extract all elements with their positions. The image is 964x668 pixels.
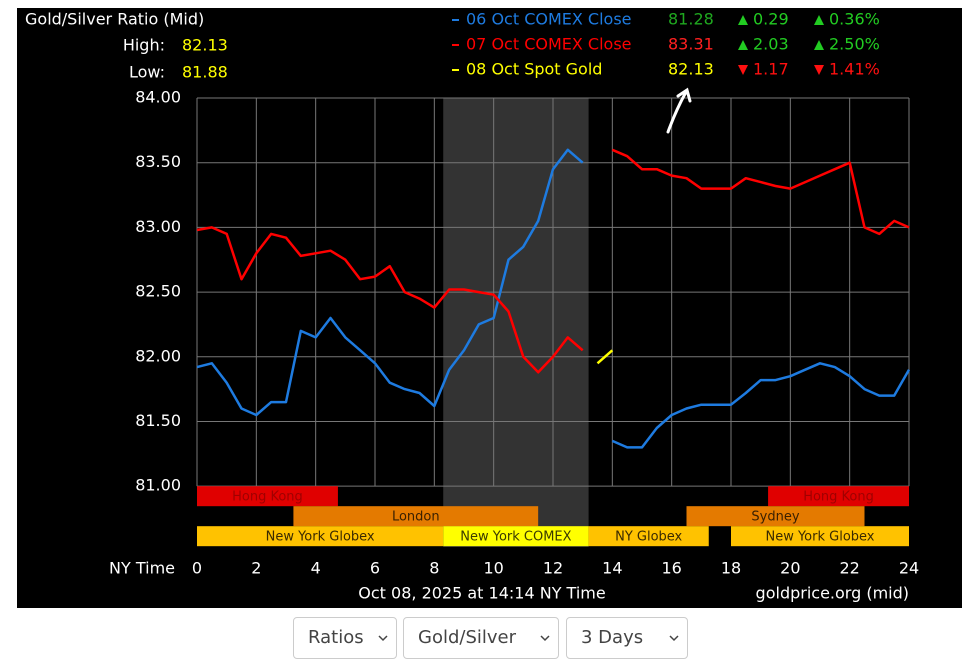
session-bar bbox=[197, 526, 444, 547]
y-tick-label: 84.00 bbox=[135, 88, 181, 107]
chevron bbox=[669, 635, 679, 642]
low-value: 81.88 bbox=[182, 63, 228, 82]
high-label: High: bbox=[123, 36, 165, 55]
session-bar bbox=[443, 526, 589, 547]
change-arrow bbox=[738, 15, 748, 25]
session-label: New York Globex bbox=[765, 530, 874, 545]
change-arrow bbox=[738, 40, 748, 50]
x-axis-label: NY Time bbox=[109, 559, 175, 578]
x-tick-label: 6 bbox=[370, 559, 380, 578]
dropdown-label: Ratios bbox=[308, 627, 364, 648]
chevron bbox=[540, 635, 550, 642]
legend-close: 81.28 bbox=[668, 10, 714, 29]
session-bar bbox=[197, 486, 338, 507]
x-tick-label: 10 bbox=[483, 559, 503, 578]
x-tick-label: 14 bbox=[602, 559, 622, 578]
legend-label: 08 Oct Spot Gold bbox=[466, 60, 602, 79]
x-tick-label: 24 bbox=[899, 559, 919, 578]
dropdown-label: Gold/Silver bbox=[418, 627, 517, 648]
legend-change: 1.17 bbox=[753, 60, 789, 79]
low-label: Low: bbox=[129, 63, 165, 82]
dropdown[interactable]: Gold/Silver bbox=[403, 617, 559, 659]
y-tick-label: 81.00 bbox=[135, 476, 181, 495]
legend-change-pct: 2.50% bbox=[829, 35, 880, 54]
series-line bbox=[196, 148, 910, 374]
session-label: Sydney bbox=[751, 510, 799, 525]
y-tick-label: 83.50 bbox=[135, 152, 181, 171]
legend-change: 0.29 bbox=[753, 10, 789, 29]
series-line bbox=[596, 349, 614, 365]
legend-label: 07 Oct COMEX Close bbox=[466, 35, 632, 54]
y-tick-label: 81.50 bbox=[135, 411, 181, 430]
x-tick-label: 16 bbox=[661, 559, 681, 578]
change-arrow bbox=[814, 40, 824, 50]
high-value: 82.13 bbox=[182, 36, 228, 55]
source: goldprice.org (mid) bbox=[756, 584, 909, 603]
change-arrow bbox=[814, 65, 824, 75]
x-tick-label: 20 bbox=[780, 559, 800, 578]
annotation-arrow bbox=[666, 87, 692, 134]
session-bar bbox=[293, 506, 539, 527]
x-tick-label: 4 bbox=[311, 559, 321, 578]
legend-change-pct: 1.41% bbox=[829, 60, 880, 79]
dropdown[interactable]: 3 Days bbox=[566, 617, 688, 659]
legend-change: 2.03 bbox=[753, 35, 789, 54]
session-label: London bbox=[392, 510, 440, 525]
session-label: Hong Kong bbox=[803, 490, 874, 505]
session-bar bbox=[768, 486, 909, 507]
session-label: Hong Kong bbox=[232, 490, 303, 505]
series-line bbox=[196, 148, 911, 449]
x-tick-label: 12 bbox=[543, 559, 563, 578]
x-tick-label: 0 bbox=[192, 559, 202, 578]
legend-label: 06 Oct COMEX Close bbox=[466, 10, 632, 29]
legend-close: 82.13 bbox=[668, 60, 714, 79]
change-arrow bbox=[814, 15, 824, 25]
shaded-region bbox=[443, 98, 589, 547]
session-label: New York COMEX bbox=[460, 530, 571, 545]
session-bar bbox=[588, 526, 709, 547]
x-tick-label: 18 bbox=[721, 559, 741, 578]
x-tick-label: 22 bbox=[839, 559, 859, 578]
dropdown-label: 3 Days bbox=[581, 627, 644, 648]
chevron bbox=[378, 635, 388, 642]
session-label: New York Globex bbox=[266, 530, 375, 545]
session-label: NY Globex bbox=[615, 530, 682, 545]
y-tick-label: 82.00 bbox=[135, 346, 181, 365]
legend-close: 83.31 bbox=[668, 35, 714, 54]
session-bar bbox=[686, 506, 865, 527]
y-tick-label: 83.00 bbox=[135, 217, 181, 236]
x-tick-label: 2 bbox=[251, 559, 261, 578]
chart-title: Gold/Silver Ratio (Mid) bbox=[25, 10, 204, 29]
change-arrow bbox=[738, 65, 748, 75]
x-tick-label: 8 bbox=[429, 559, 439, 578]
session-bar bbox=[731, 526, 909, 547]
y-tick-label: 82.50 bbox=[135, 282, 181, 301]
legend-change-pct: 0.36% bbox=[829, 10, 880, 29]
dropdown[interactable]: Ratios bbox=[293, 617, 397, 659]
footer: Oct 08, 2025 at 14:14 NY Time bbox=[358, 584, 605, 603]
